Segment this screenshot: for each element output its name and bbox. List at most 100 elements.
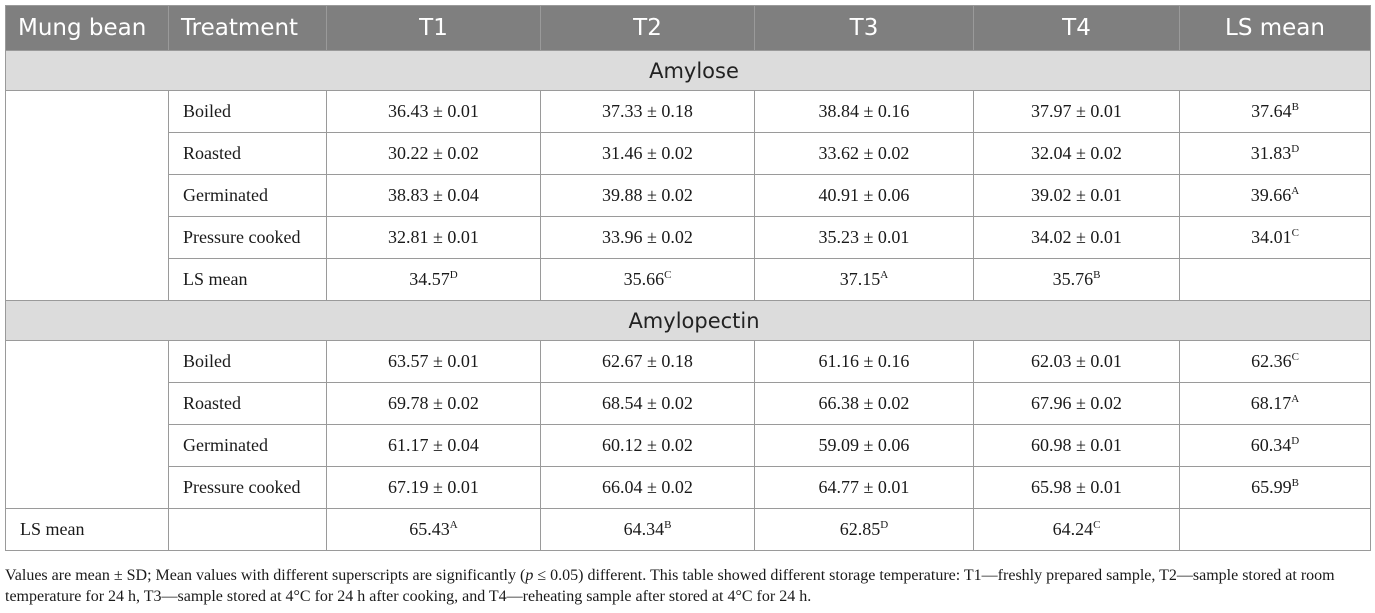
table-row: Roasted 69.78 ± 0.02 68.54 ± 0.02 66.38 … [6,383,1371,425]
value-cell-t4: 39.02 ± 0.01 [974,175,1180,217]
ls-mean-label: LS mean [6,509,169,551]
value-cell-t4: 65.98 ± 0.01 [974,467,1180,509]
ls-mean-value: 39.66 [1251,185,1292,205]
ls-mean-cell: 31.83D [1180,133,1371,175]
table-row: Germinated 61.17 ± 0.04 60.12 ± 0.02 59.… [6,425,1371,467]
ls-mean-value: 64.24 [1053,519,1094,539]
ls-mean-cell: 60.34D [1180,425,1371,467]
ls-mean-value: 35.66 [624,269,665,289]
value-cell-t2: 31.46 ± 0.02 [541,133,755,175]
value-cell-t2: 60.12 ± 0.02 [541,425,755,467]
treatment-cell: Germinated [169,175,327,217]
value-cell-t4: 34.02 ± 0.01 [974,217,1180,259]
value-cell-t1: 69.78 ± 0.02 [327,383,541,425]
value-cell-t4: 60.98 ± 0.01 [974,425,1180,467]
ls-mean-value: 37.15 [840,269,881,289]
treatment-cell: Roasted [169,383,327,425]
value-cell-t2: 37.33 ± 0.18 [541,91,755,133]
value-cell-t1: 38.83 ± 0.04 [327,175,541,217]
treatment-cell: Boiled [169,91,327,133]
value-cell-t3: 35.23 ± 0.01 [755,217,974,259]
value-cell-t2: 62.67 ± 0.18 [541,341,755,383]
value-cell-t1: 63.57 ± 0.01 [327,341,541,383]
ls-mean-value: 68.17 [1251,393,1292,413]
ls-mean-value: 65.43 [409,519,450,539]
table-row: Roasted 30.22 ± 0.02 31.46 ± 0.02 33.62 … [6,133,1371,175]
significance-letter: B [1292,101,1299,113]
header-t2: T2 [541,6,755,51]
header-t3: T3 [755,6,974,51]
header-t1: T1 [327,6,541,51]
ls-mean-cell-t1: 34.57D [327,259,541,301]
ls-mean-value: 37.64 [1251,101,1292,121]
ls-mean-value: 35.76 [1053,269,1094,289]
value-cell-t2: 39.88 ± 0.02 [541,175,755,217]
ls-mean-cell: 68.17A [1180,383,1371,425]
significance-letter: A [1291,393,1299,405]
value-cell-t3: 59.09 ± 0.06 [755,425,974,467]
ls-mean-cell-t4: 64.24C [974,509,1180,551]
table-row: Boiled 36.43 ± 0.01 37.33 ± 0.18 38.84 ±… [6,91,1371,133]
significance-letter: D [450,269,458,281]
ls-mean-cell-t3: 37.15A [755,259,974,301]
significance-letter: C [664,269,671,281]
section-row-amylopectin: Amylopectin [6,301,1371,341]
section-row-amylose: Amylose [6,51,1371,91]
treatment-cell: Boiled [169,341,327,383]
value-cell-t4: 67.96 ± 0.02 [974,383,1180,425]
table-header-row: Mung bean Treatment T1 T2 T3 T4 LS mean [6,6,1371,51]
value-cell-t4: 62.03 ± 0.01 [974,341,1180,383]
treatment-cell: Pressure cooked [169,467,327,509]
section-title-amylopectin: Amylopectin [6,301,1371,341]
ls-mean-value: 31.83 [1251,143,1292,163]
ls-mean-value: 62.85 [840,519,881,539]
value-cell-t1: 32.81 ± 0.01 [327,217,541,259]
significance-letter: C [1093,519,1100,531]
table-row: Germinated 38.83 ± 0.04 39.88 ± 0.02 40.… [6,175,1371,217]
ls-mean-value: 34.01 [1251,227,1292,247]
ls-mean-cell: 37.64B [1180,91,1371,133]
ls-mean-cell-t2: 35.66C [541,259,755,301]
value-cell-t1: 36.43 ± 0.01 [327,91,541,133]
header-t4: T4 [974,6,1180,51]
value-cell-t3: 38.84 ± 0.16 [755,91,974,133]
treatment-cell: Germinated [169,425,327,467]
value-cell-t2: 68.54 ± 0.02 [541,383,755,425]
ls-mean-row: LS mean 34.57D 35.66C 37.15A 35.76B [6,259,1371,301]
significance-letter: B [664,519,671,531]
value-cell-t2: 66.04 ± 0.02 [541,467,755,509]
ls-mean-cell: 34.01C [1180,217,1371,259]
blank-cell [1180,259,1371,301]
significance-letter: B [1093,269,1100,281]
significance-letter: D [880,519,888,531]
ls-mean-cell: 39.66A [1180,175,1371,217]
ls-mean-label: LS mean [169,259,327,301]
value-cell-t4: 32.04 ± 0.02 [974,133,1180,175]
table-row: Pressure cooked 67.19 ± 0.01 66.04 ± 0.0… [6,467,1371,509]
blank-cell [6,91,169,301]
value-cell-t3: 40.91 ± 0.06 [755,175,974,217]
ls-mean-cell-t2: 64.34B [541,509,755,551]
treatment-cell: Pressure cooked [169,217,327,259]
table-footnote: Values are mean ± SD; Mean values with d… [5,565,1370,607]
ls-mean-value: 34.57 [409,269,450,289]
header-treatment: Treatment [169,6,327,51]
header-ls-mean: LS mean [1180,6,1371,51]
value-cell-t1: 67.19 ± 0.01 [327,467,541,509]
section-title-amylose: Amylose [6,51,1371,91]
ls-mean-value: 62.36 [1251,351,1292,371]
significance-letter: A [1291,185,1299,197]
ls-mean-value: 64.34 [624,519,665,539]
value-cell-t3: 64.77 ± 0.01 [755,467,974,509]
footnote-part1: Values are mean ± SD; Mean values with d… [5,567,525,584]
significance-letter: C [1292,351,1299,363]
ls-mean-cell-t3: 62.85D [755,509,974,551]
ls-mean-cell: 65.99B [1180,467,1371,509]
ls-mean-value: 60.34 [1251,435,1292,455]
value-cell-t3: 61.16 ± 0.16 [755,341,974,383]
significance-letter: D [1291,143,1299,155]
value-cell-t1: 61.17 ± 0.04 [327,425,541,467]
value-cell-t4: 37.97 ± 0.01 [974,91,1180,133]
value-cell-t3: 33.62 ± 0.02 [755,133,974,175]
significance-letter: D [1291,435,1299,447]
